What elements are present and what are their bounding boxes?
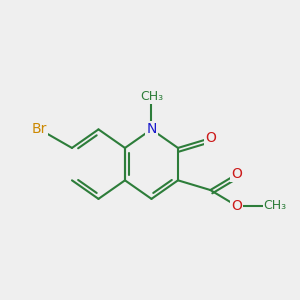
Text: O: O bbox=[231, 199, 242, 213]
Text: CH₃: CH₃ bbox=[263, 200, 286, 212]
Text: CH₃: CH₃ bbox=[140, 91, 163, 103]
Text: N: N bbox=[146, 122, 157, 136]
Text: O: O bbox=[205, 131, 216, 145]
Text: O: O bbox=[231, 167, 242, 181]
Text: Br: Br bbox=[32, 122, 47, 136]
